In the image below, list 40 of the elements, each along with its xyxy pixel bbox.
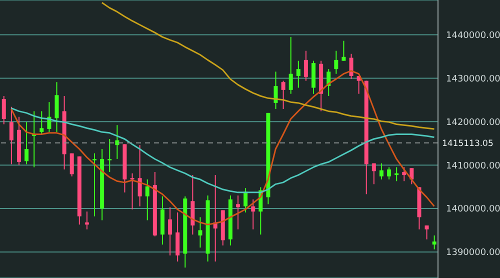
candlestick — [84, 211, 89, 230]
candlestick — [145, 178, 150, 221]
candlestick — [387, 166, 392, 180]
y-tick-label: 1440000.00 — [446, 30, 500, 41]
candlestick — [432, 234, 436, 250]
candlestick — [236, 194, 240, 230]
y-tick-label: 1410000.00 — [446, 161, 500, 172]
candlestick — [54, 82, 59, 133]
candlestick — [2, 95, 6, 125]
candlestick — [244, 188, 248, 213]
candlestick — [168, 206, 172, 256]
candlestick — [24, 122, 29, 165]
candlestick — [108, 138, 112, 173]
candlestick — [130, 172, 134, 210]
candlestick — [424, 224, 429, 240]
ref-line-label: 1415113.05 — [442, 138, 494, 149]
candlestick — [198, 216, 202, 248]
candlestick — [372, 162, 376, 185]
candlestick — [70, 152, 74, 177]
candlestick — [40, 110, 44, 135]
candlestick — [379, 162, 384, 180]
candlestick — [402, 166, 406, 182]
candlestick — [334, 50, 338, 74]
candlestick — [138, 144, 142, 207]
candlestick — [296, 60, 300, 88]
candlestick — [304, 50, 308, 82]
candlestick — [274, 71, 278, 110]
y-tick-label: 1400000.00 — [446, 204, 500, 215]
candlestick — [176, 212, 180, 262]
candlestick — [9, 106, 14, 165]
candlestick — [251, 198, 256, 230]
line-series — [101, 2, 435, 130]
candlestick — [410, 168, 414, 185]
candlestick — [92, 152, 97, 217]
y-tick-label: 1430000.00 — [446, 74, 500, 84]
candlestick — [342, 40, 346, 62]
candlestick — [288, 36, 293, 94]
y-tick-label: 1390000.00 — [446, 248, 500, 258]
candlestick — [281, 80, 286, 110]
y-tick-label: 1420000.00 — [446, 118, 500, 128]
